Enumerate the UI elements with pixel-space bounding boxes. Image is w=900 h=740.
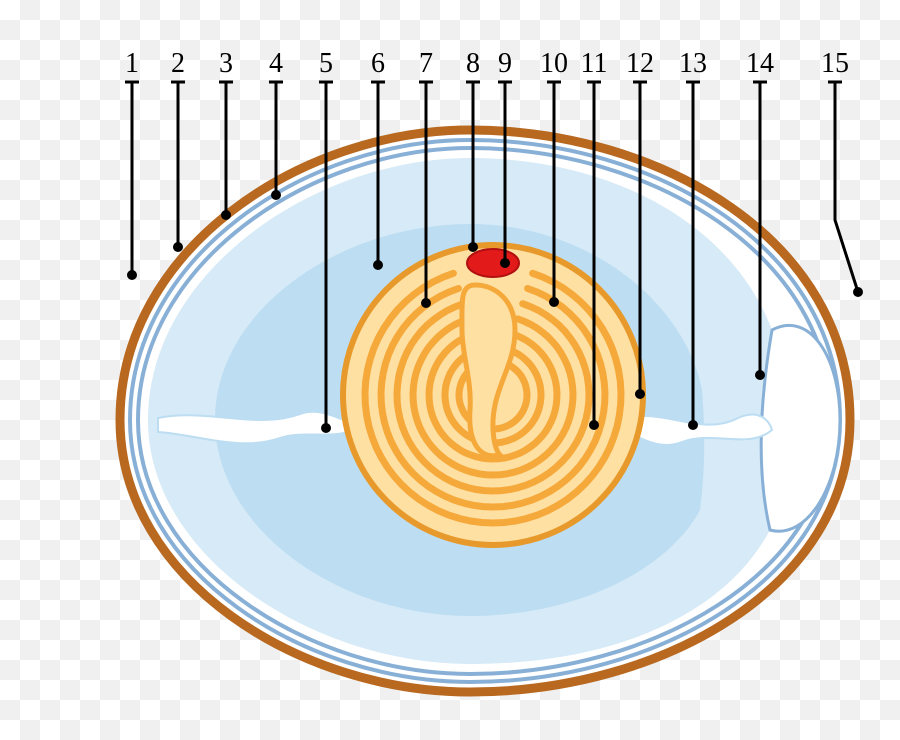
label-15: 15 bbox=[821, 48, 849, 79]
label-7: 7 bbox=[419, 48, 433, 79]
blastodisc bbox=[467, 249, 519, 277]
egg-anatomy-diagram: 123456789101112131415 bbox=[0, 0, 900, 740]
label-5: 5 bbox=[319, 48, 333, 79]
label-14: 14 bbox=[746, 48, 774, 79]
label-12: 12 bbox=[626, 48, 654, 79]
label-6: 6 bbox=[371, 48, 385, 79]
label-2: 2 bbox=[171, 48, 185, 79]
leader-15 bbox=[835, 82, 858, 292]
label-3: 3 bbox=[219, 48, 233, 79]
label-10: 10 bbox=[540, 48, 568, 79]
label-8: 8 bbox=[466, 48, 480, 79]
label-1: 1 bbox=[125, 48, 139, 79]
yolk-group bbox=[343, 245, 643, 545]
label-11: 11 bbox=[581, 48, 608, 79]
label-13: 13 bbox=[679, 48, 707, 79]
label-9: 9 bbox=[498, 48, 512, 79]
label-4: 4 bbox=[269, 48, 283, 79]
